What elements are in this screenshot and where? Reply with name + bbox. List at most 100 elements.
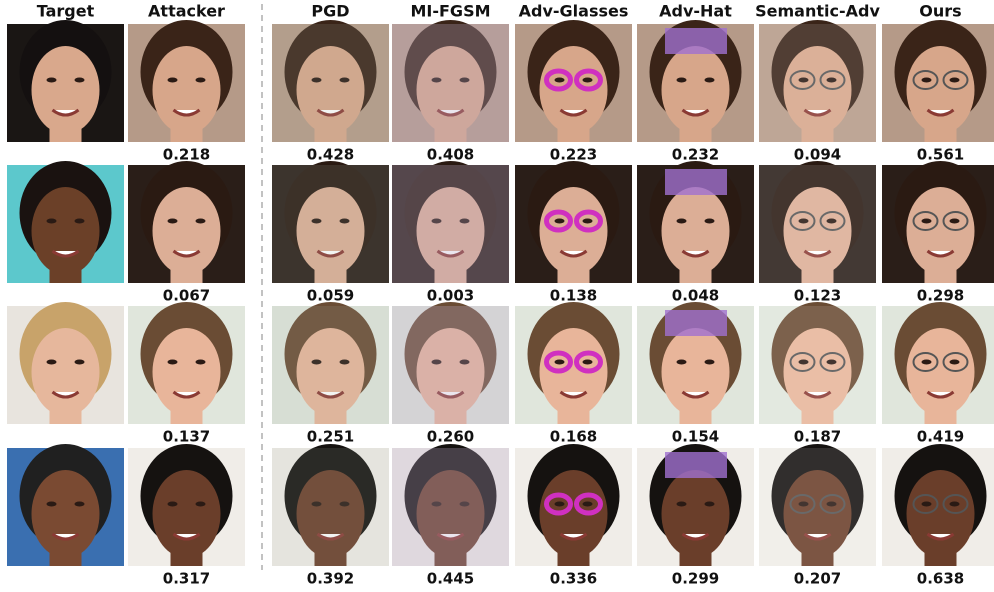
similarity-score: 0.003 bbox=[427, 287, 474, 305]
eye bbox=[47, 360, 57, 365]
mouth bbox=[928, 110, 954, 115]
face bbox=[907, 470, 975, 558]
mouth bbox=[174, 392, 200, 397]
eye bbox=[196, 360, 206, 365]
eye bbox=[75, 78, 85, 83]
similarity-score: 0.638 bbox=[917, 570, 964, 588]
eye bbox=[47, 502, 57, 507]
eye bbox=[583, 360, 593, 365]
mouth bbox=[174, 251, 200, 256]
similarity-score: 0.187 bbox=[794, 428, 841, 446]
mouth bbox=[53, 251, 79, 256]
smooth bbox=[759, 24, 876, 142]
similarity-score: 0.561 bbox=[917, 146, 964, 164]
face-image bbox=[637, 20, 754, 142]
mouth bbox=[683, 110, 709, 115]
noise bbox=[272, 165, 389, 283]
column-header: MI-FGSM bbox=[410, 2, 490, 21]
similarity-score: 0.223 bbox=[550, 146, 597, 164]
eye bbox=[922, 502, 932, 507]
face-image bbox=[128, 302, 245, 424]
hat-patch bbox=[665, 169, 727, 195]
similarity-score: 0.123 bbox=[794, 287, 841, 305]
eye bbox=[168, 78, 178, 83]
neck bbox=[680, 265, 712, 283]
face bbox=[540, 46, 608, 134]
similarity-score: 0.137 bbox=[163, 428, 210, 446]
eye bbox=[196, 78, 206, 83]
face-image bbox=[759, 302, 876, 424]
mouth bbox=[561, 251, 587, 256]
neck bbox=[680, 548, 712, 566]
neck bbox=[50, 406, 82, 424]
eye bbox=[922, 360, 932, 365]
eye bbox=[677, 219, 687, 224]
column-header: Attacker bbox=[148, 2, 225, 21]
face-image bbox=[272, 302, 389, 424]
face bbox=[540, 187, 608, 275]
face bbox=[32, 187, 100, 275]
face-image bbox=[272, 444, 389, 566]
face bbox=[153, 46, 221, 134]
mouth bbox=[683, 251, 709, 256]
mouth bbox=[53, 534, 79, 539]
face-image bbox=[392, 161, 509, 283]
mouth bbox=[683, 534, 709, 539]
similarity-score: 0.138 bbox=[550, 287, 597, 305]
face-image bbox=[759, 20, 876, 142]
eye bbox=[168, 360, 178, 365]
mouth bbox=[928, 392, 954, 397]
face bbox=[662, 187, 730, 275]
face-image bbox=[128, 161, 245, 283]
eye bbox=[168, 219, 178, 224]
similarity-score: 0.168 bbox=[550, 428, 597, 446]
face-image bbox=[272, 161, 389, 283]
face bbox=[32, 328, 100, 416]
similarity-score: 0.059 bbox=[307, 287, 354, 305]
eye bbox=[705, 360, 715, 365]
eye bbox=[47, 219, 57, 224]
mouth bbox=[174, 534, 200, 539]
noise bbox=[392, 165, 509, 283]
similarity-score: 0.260 bbox=[427, 428, 474, 446]
face-image bbox=[7, 161, 124, 283]
neck bbox=[558, 548, 590, 566]
eye bbox=[196, 502, 206, 507]
eye bbox=[922, 219, 932, 224]
eye bbox=[75, 502, 85, 507]
mouth bbox=[561, 110, 587, 115]
face-image bbox=[128, 444, 245, 566]
face-image bbox=[882, 20, 994, 142]
eye bbox=[583, 502, 593, 507]
face bbox=[540, 328, 608, 416]
neck bbox=[171, 548, 203, 566]
neck bbox=[50, 265, 82, 283]
face bbox=[907, 46, 975, 134]
neck bbox=[925, 265, 957, 283]
face-image bbox=[392, 444, 509, 566]
mouth bbox=[561, 392, 587, 397]
eye bbox=[705, 502, 715, 507]
similarity-score: 0.251 bbox=[307, 428, 354, 446]
column-header: Ours bbox=[919, 2, 961, 21]
neck bbox=[925, 548, 957, 566]
neck bbox=[171, 124, 203, 142]
eye bbox=[677, 502, 687, 507]
eye bbox=[555, 360, 565, 365]
similarity-score: 0.445 bbox=[427, 570, 474, 588]
eye bbox=[555, 219, 565, 224]
face-image bbox=[128, 20, 245, 142]
neck bbox=[925, 124, 957, 142]
eye bbox=[75, 360, 85, 365]
noise bbox=[272, 24, 389, 142]
eye bbox=[583, 219, 593, 224]
noise bbox=[272, 448, 389, 566]
eye bbox=[705, 78, 715, 83]
smooth bbox=[759, 165, 876, 283]
face bbox=[32, 470, 100, 558]
face bbox=[662, 46, 730, 134]
face bbox=[153, 328, 221, 416]
neck bbox=[558, 124, 590, 142]
eye bbox=[555, 78, 565, 83]
neck bbox=[171, 406, 203, 424]
